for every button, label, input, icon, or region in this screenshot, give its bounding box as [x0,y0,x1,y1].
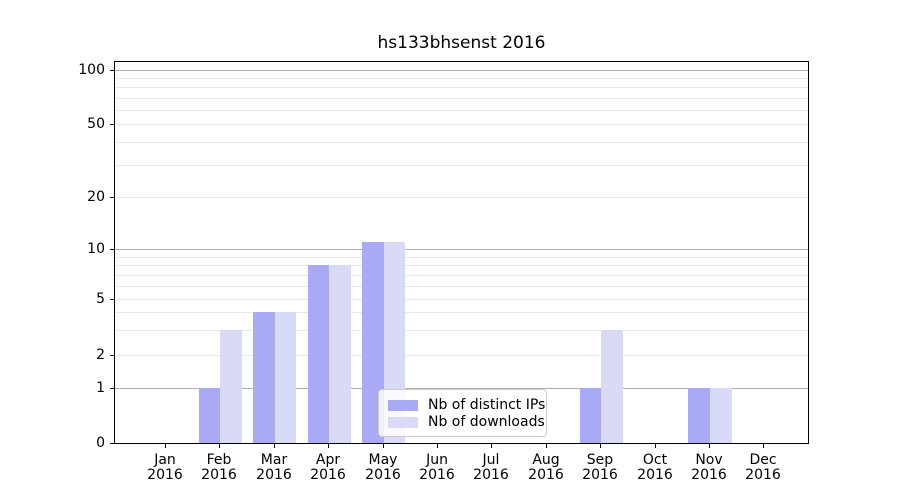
x-tick [655,444,656,448]
x-tick [546,444,547,448]
bar-distinct-ips [688,388,710,443]
y-tick [110,70,114,71]
bar-distinct-ips [198,388,221,443]
bar-distinct-ips [307,265,330,443]
minor-gridline [115,312,808,314]
x-tick [165,444,166,448]
minor-gridline [115,354,808,356]
y-tick [110,124,114,125]
bar-downloads [710,388,732,443]
bar-downloads [601,329,623,443]
bar-downloads [220,329,243,443]
x-tick-label: Nov 2016 [691,452,727,483]
legend: Nb of distinct IPs Nb of downloads [378,389,547,437]
x-tick-label: Jan 2016 [147,452,183,483]
minor-gridline [115,196,808,198]
minor-gridline [115,141,808,143]
bar-distinct-ips [579,388,602,443]
minor-gridline [115,285,808,287]
x-tick [383,444,384,448]
y-tick [110,299,114,300]
legend-label-downloads: Nb of downloads [428,414,545,430]
legend-label-distinct-ips: Nb of distinct IPs [428,397,546,413]
legend-swatch-downloads [388,416,418,428]
x-tick-label: Oct 2016 [637,452,673,483]
x-tick [328,444,329,448]
x-tick [600,444,601,448]
minor-gridline [115,164,808,166]
y-tick-label: 2 [96,347,105,363]
legend-entry-downloads: Nb of downloads [388,414,545,430]
y-tick-label: 1 [96,380,105,396]
x-tick-label: Dec 2016 [745,452,781,483]
x-tick-label: Apr 2016 [310,452,346,483]
bar-downloads [274,312,297,443]
minor-gridline [115,109,808,111]
y-tick [110,249,114,250]
y-tick [110,443,114,444]
major-gridline [115,388,808,390]
minor-gridline [115,298,808,300]
minor-gridline [115,265,808,267]
minor-gridline [115,256,808,258]
y-tick-label: 50 [87,116,105,132]
chart-title: hs133bhsenst 2016 [377,33,546,53]
legend-entry-distinct-ips: Nb of distinct IPs [388,397,545,413]
minor-gridline [115,274,808,276]
bar-downloads [329,265,351,443]
y-tick [110,355,114,356]
x-tick [491,444,492,448]
minor-gridline [115,97,808,99]
y-tick-label: 20 [87,189,105,205]
x-tick-label: Jun 2016 [419,452,455,483]
bar-distinct-ips [253,312,275,443]
y-tick [110,197,114,198]
plot-area: Nb of distinct IPs Nb of downloads [114,61,809,444]
minor-gridline [115,329,808,331]
y-tick-label: 10 [87,241,105,257]
x-tick [763,444,764,448]
x-tick [437,444,438,448]
minor-gridline [115,124,808,126]
x-tick [709,444,710,448]
x-tick-label: May 2016 [365,452,401,483]
y-tick-label: 0 [96,435,105,451]
x-tick [274,444,275,448]
x-tick-label: Sep 2016 [582,452,618,483]
minor-gridline [115,78,808,79]
y-tick [110,388,114,389]
y-tick-label: 100 [78,62,105,78]
minor-gridline [115,87,808,89]
x-tick-label: Mar 2016 [256,452,292,483]
x-tick [219,444,220,448]
x-tick-label: Aug 2016 [528,452,564,483]
x-tick-label: Jul 2016 [473,452,509,483]
major-gridline [115,69,808,71]
legend-swatch-distinct-ips [388,399,418,411]
x-tick-label: Feb 2016 [201,452,237,483]
y-tick-label: 5 [96,291,105,307]
major-gridline [115,249,808,251]
